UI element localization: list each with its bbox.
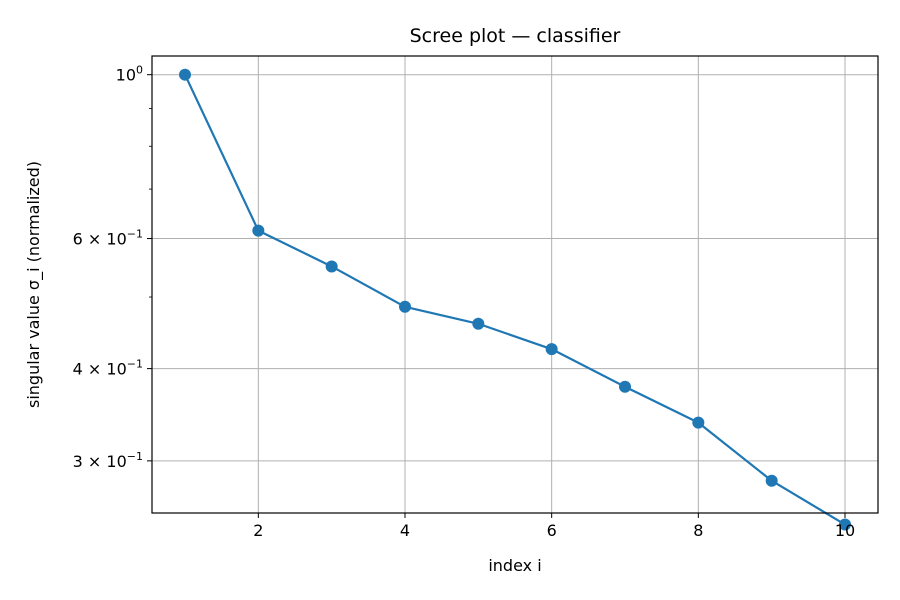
y-axis-label: singular value σ_i (normalized) xyxy=(24,161,44,408)
data-point xyxy=(472,317,485,330)
data-point xyxy=(839,518,851,531)
x-tick-label: 4 xyxy=(400,521,410,540)
plot-frame xyxy=(151,55,879,514)
x-axis-label: index i xyxy=(488,556,541,575)
data-point xyxy=(252,224,265,237)
chart-title: Scree plot — classifier xyxy=(410,25,621,47)
y-tick-label: 100 xyxy=(116,64,143,85)
data-point xyxy=(619,380,631,393)
x-tick-label: 2 xyxy=(253,521,263,540)
series-line-path xyxy=(184,74,846,526)
data-point xyxy=(399,300,411,313)
x-axis-ticks: 2 4 6 8 10 xyxy=(253,513,855,540)
series-line xyxy=(184,74,846,526)
x-tick-label: 6 xyxy=(547,521,557,540)
data-point xyxy=(179,68,191,81)
data-point xyxy=(325,260,338,273)
y-tick-label: 6 × 10−1 xyxy=(73,228,143,249)
grid xyxy=(152,56,878,513)
data-points xyxy=(179,68,851,531)
x-tick-label: 10 xyxy=(835,521,855,540)
x-tick-label: 8 xyxy=(693,521,703,540)
data-point xyxy=(692,416,705,429)
y-tick-label: 4 × 10−1 xyxy=(73,358,143,379)
data-point xyxy=(765,474,778,487)
data-point xyxy=(545,343,558,356)
y-tick-label: 3 × 10−1 xyxy=(73,450,143,471)
y-axis-ticks: 100 6 × 10−1 4 × 10−1 3 × 10−1 xyxy=(73,64,152,471)
